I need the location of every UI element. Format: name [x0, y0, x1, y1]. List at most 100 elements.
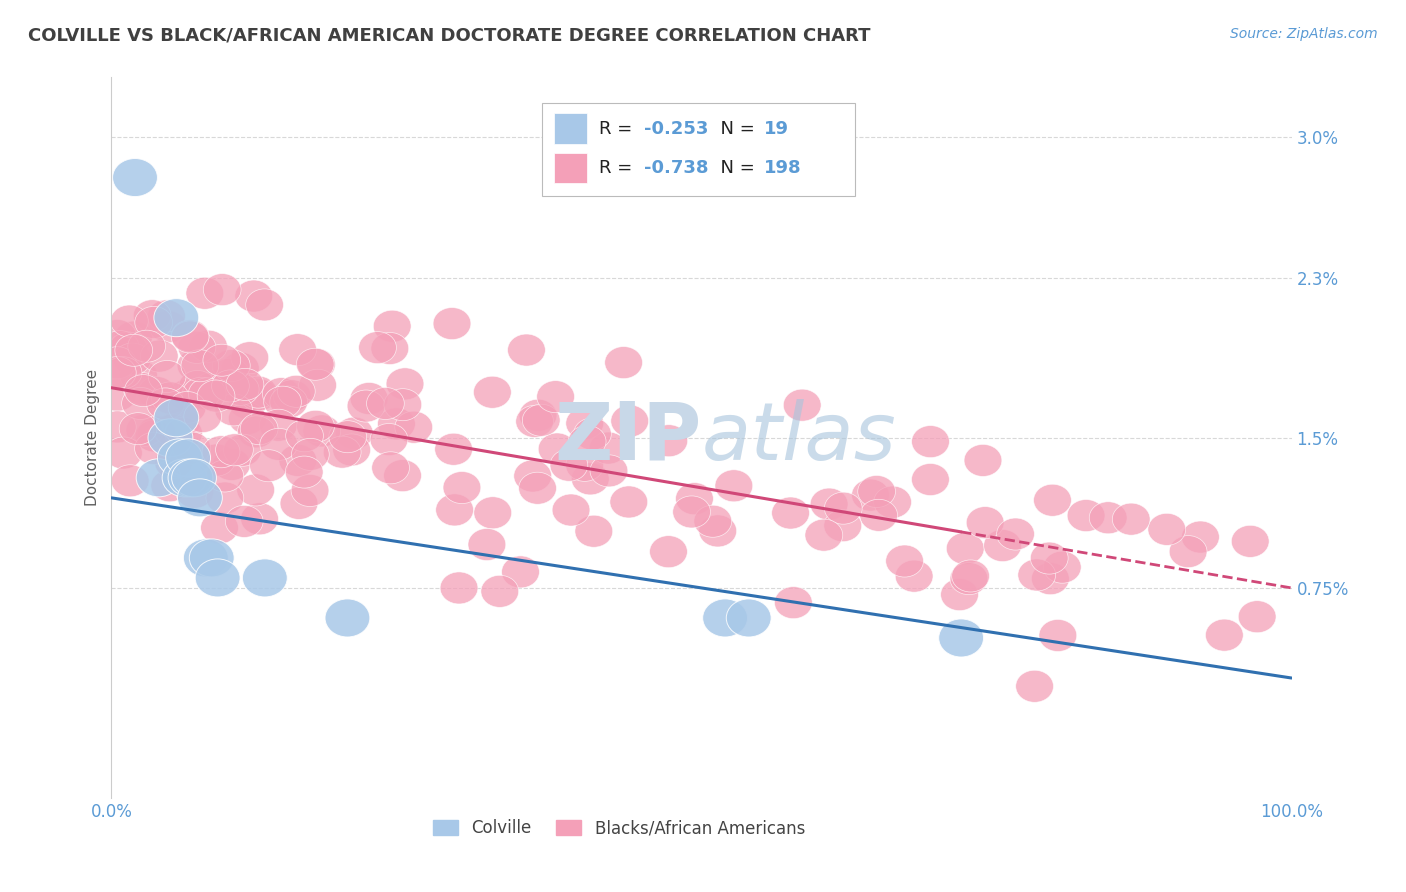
Ellipse shape: [190, 539, 235, 577]
Ellipse shape: [775, 587, 813, 619]
Ellipse shape: [672, 496, 710, 528]
Ellipse shape: [179, 332, 217, 363]
Ellipse shape: [824, 492, 862, 524]
Ellipse shape: [155, 447, 193, 479]
Text: R =: R =: [599, 120, 638, 137]
Ellipse shape: [1112, 503, 1150, 535]
Ellipse shape: [716, 470, 752, 502]
Ellipse shape: [98, 357, 136, 389]
Ellipse shape: [215, 394, 253, 425]
Ellipse shape: [367, 387, 405, 419]
Ellipse shape: [291, 475, 329, 507]
Ellipse shape: [212, 350, 250, 382]
Ellipse shape: [371, 451, 409, 483]
Ellipse shape: [591, 455, 628, 487]
Ellipse shape: [205, 460, 243, 492]
Ellipse shape: [513, 460, 551, 492]
Ellipse shape: [181, 350, 219, 382]
Ellipse shape: [149, 310, 187, 343]
Ellipse shape: [148, 360, 186, 392]
Ellipse shape: [695, 505, 731, 537]
Ellipse shape: [605, 347, 643, 378]
Ellipse shape: [135, 420, 173, 452]
Ellipse shape: [177, 479, 222, 516]
Ellipse shape: [111, 305, 148, 337]
Ellipse shape: [148, 418, 193, 457]
Ellipse shape: [703, 599, 748, 637]
Ellipse shape: [1147, 513, 1185, 545]
Ellipse shape: [1090, 501, 1128, 533]
Ellipse shape: [114, 321, 152, 353]
Ellipse shape: [443, 472, 481, 504]
Ellipse shape: [370, 424, 408, 456]
Ellipse shape: [101, 331, 139, 363]
Ellipse shape: [650, 536, 688, 567]
Ellipse shape: [120, 413, 157, 445]
Ellipse shape: [235, 280, 273, 312]
Ellipse shape: [104, 437, 142, 469]
Ellipse shape: [610, 405, 648, 437]
Ellipse shape: [204, 274, 240, 306]
Text: ZIP: ZIP: [554, 399, 702, 477]
Ellipse shape: [190, 330, 228, 362]
Ellipse shape: [298, 349, 335, 381]
Ellipse shape: [610, 486, 648, 518]
Ellipse shape: [153, 414, 191, 446]
Ellipse shape: [1232, 525, 1270, 558]
Ellipse shape: [474, 497, 512, 529]
Ellipse shape: [810, 488, 848, 520]
FancyBboxPatch shape: [554, 113, 588, 144]
Ellipse shape: [1043, 551, 1081, 583]
Ellipse shape: [568, 425, 606, 458]
Ellipse shape: [212, 449, 250, 481]
Ellipse shape: [135, 307, 173, 338]
Ellipse shape: [278, 334, 316, 366]
Ellipse shape: [179, 370, 217, 402]
Legend: Colville, Blacks/African Americans: Colville, Blacks/African Americans: [426, 813, 811, 844]
Ellipse shape: [188, 378, 226, 409]
Ellipse shape: [481, 575, 519, 607]
Ellipse shape: [172, 320, 209, 352]
Ellipse shape: [329, 421, 367, 453]
Ellipse shape: [298, 369, 336, 401]
Ellipse shape: [1015, 670, 1053, 702]
Ellipse shape: [939, 619, 984, 657]
Ellipse shape: [359, 332, 396, 364]
Ellipse shape: [124, 373, 162, 405]
Ellipse shape: [1181, 521, 1219, 553]
Ellipse shape: [202, 344, 240, 376]
Ellipse shape: [852, 479, 890, 511]
Text: N =: N =: [709, 120, 761, 137]
Ellipse shape: [260, 428, 298, 460]
Ellipse shape: [221, 352, 259, 384]
Ellipse shape: [157, 439, 202, 477]
Ellipse shape: [246, 289, 284, 321]
Ellipse shape: [911, 464, 949, 496]
Ellipse shape: [374, 310, 411, 343]
Ellipse shape: [965, 444, 1002, 476]
Ellipse shape: [950, 563, 988, 595]
Text: Source: ZipAtlas.com: Source: ZipAtlas.com: [1230, 27, 1378, 41]
Ellipse shape: [297, 348, 335, 380]
Ellipse shape: [378, 408, 415, 440]
Ellipse shape: [873, 486, 911, 518]
Text: -0.253: -0.253: [644, 120, 709, 137]
Ellipse shape: [110, 332, 148, 364]
Ellipse shape: [384, 459, 422, 491]
Ellipse shape: [198, 444, 235, 476]
Ellipse shape: [468, 528, 506, 560]
Ellipse shape: [250, 450, 287, 482]
Ellipse shape: [172, 458, 217, 497]
Ellipse shape: [238, 416, 276, 448]
Ellipse shape: [984, 530, 1022, 562]
Ellipse shape: [207, 482, 243, 514]
Ellipse shape: [858, 475, 896, 508]
Text: N =: N =: [709, 160, 761, 178]
Text: 198: 198: [763, 160, 801, 178]
Ellipse shape: [122, 387, 159, 419]
Ellipse shape: [699, 515, 737, 547]
Ellipse shape: [575, 516, 613, 548]
Ellipse shape: [553, 494, 591, 526]
Ellipse shape: [111, 465, 149, 497]
Ellipse shape: [98, 379, 136, 411]
